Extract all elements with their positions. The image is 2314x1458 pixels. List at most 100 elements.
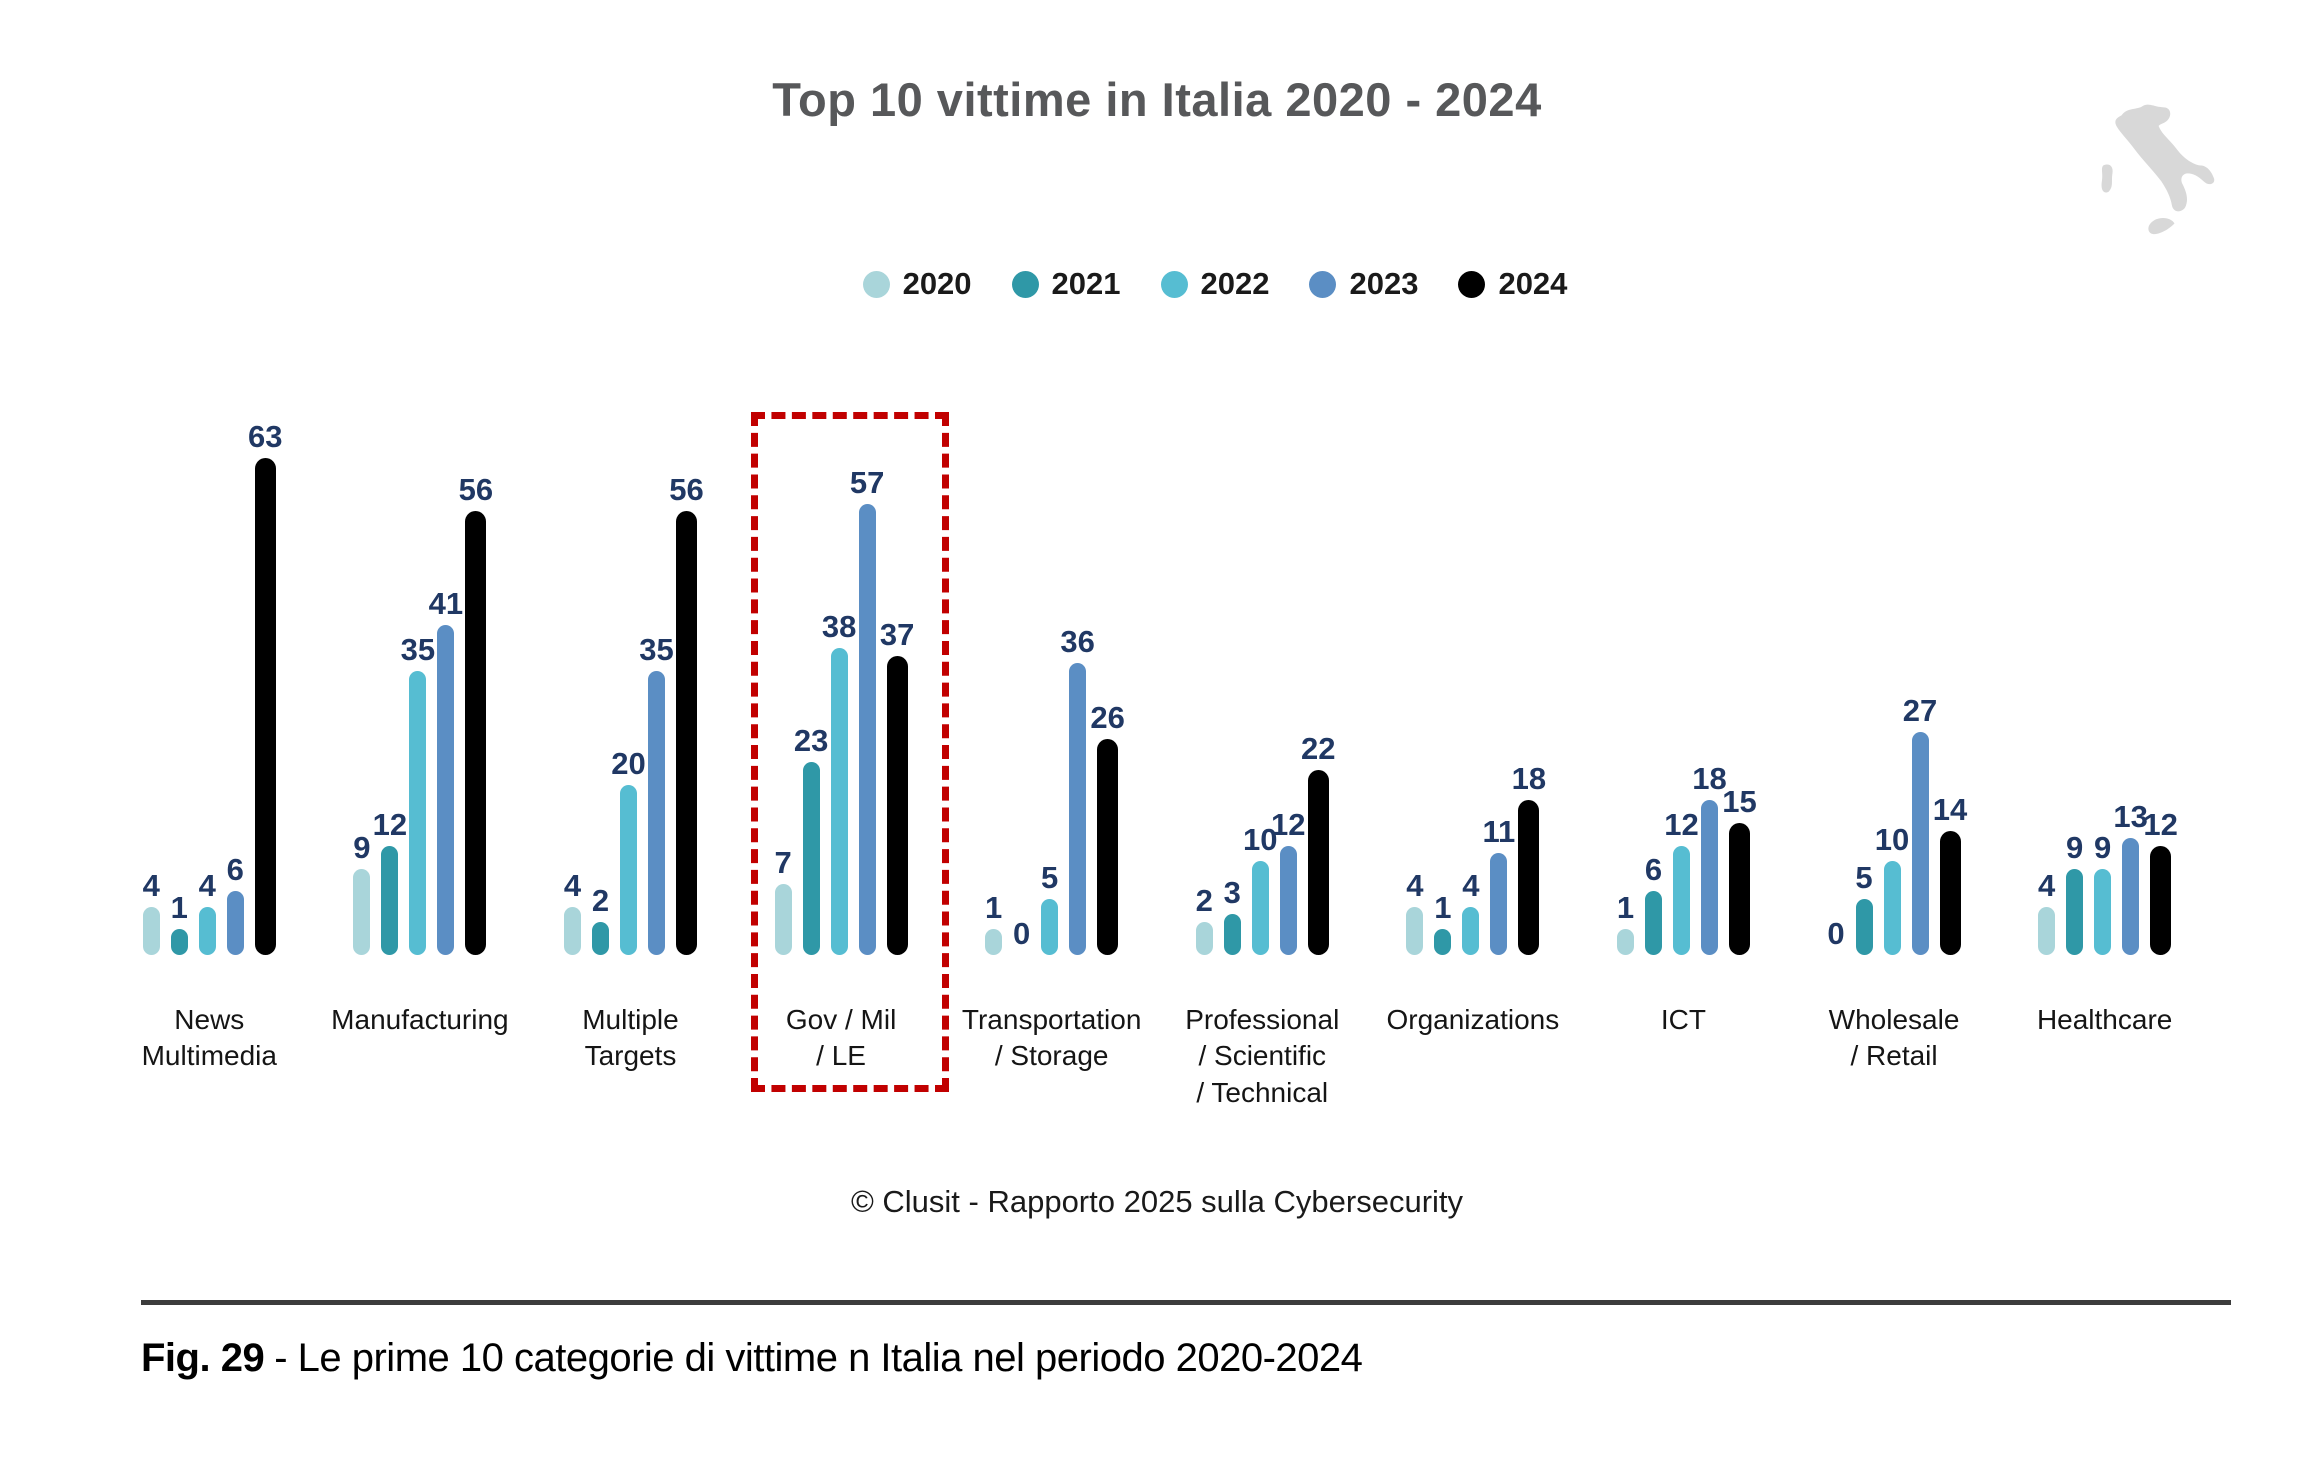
bar-slot: 9: [2066, 832, 2084, 955]
value-label: 12: [1271, 807, 1306, 842]
bar-slot: 1: [1434, 892, 1452, 955]
bar-2020: [1195, 922, 1213, 955]
bar-2022: [198, 907, 216, 955]
value-label: 35: [639, 632, 674, 667]
bar-2023: [647, 671, 665, 955]
value-label: 27: [1902, 693, 1938, 728]
bar-slot: 35: [639, 634, 674, 955]
legend-label: 2024: [1498, 266, 1568, 301]
value-label: 36: [1060, 624, 1095, 659]
bar-2021: [381, 846, 399, 955]
bar-group: 9 12 35 41 56: [315, 455, 526, 955]
bar-2021: [591, 922, 609, 955]
bar-group: 7 23 38 57 37: [736, 455, 947, 955]
value-label: 9: [2094, 830, 2112, 865]
bar-slot: 2: [591, 885, 609, 955]
bar-slot: 22: [1301, 733, 1336, 955]
category-label: Multiple Targets: [525, 1002, 736, 1111]
bar-slot: 4: [143, 870, 160, 955]
bar-group: 4 1 4 6 63: [104, 421, 315, 955]
value-label: 22: [1301, 731, 1336, 766]
value-label: 23: [793, 723, 829, 758]
value-label: 9: [353, 830, 371, 865]
bar-slot: 2: [1195, 885, 1213, 955]
bar-2024: [1728, 823, 1750, 955]
value-label: 15: [1722, 784, 1757, 819]
value-label: 18: [1511, 761, 1547, 796]
bar-2021: [170, 929, 188, 955]
bar-2023: [858, 504, 876, 955]
bar-slot: 63: [248, 421, 283, 955]
value-label: 5: [1855, 860, 1873, 895]
value-label: 4: [1406, 868, 1424, 903]
highlight-box-gov-mil-le: [751, 412, 949, 1092]
bar-2020: [985, 929, 1003, 955]
bar-slot: 27: [1903, 695, 1937, 955]
figure-caption-label: Fig. 29: [141, 1336, 265, 1380]
bar-slot: 18: [1692, 763, 1727, 955]
bar-slot: 11: [1482, 816, 1515, 955]
value-label: 11: [1482, 814, 1516, 849]
bar-slot: 12: [1664, 809, 1699, 955]
value-label: 3: [1223, 875, 1241, 910]
bar-2024: [675, 511, 697, 955]
value-label: 18: [1692, 761, 1727, 796]
legend-item-2022: 2022: [1160, 266, 1270, 302]
bar-group: 2 3 10 12 22: [1157, 455, 1368, 955]
category-label-line: ICT: [1660, 1004, 1706, 1035]
bar-2024: [1307, 770, 1329, 955]
value-label: 56: [669, 472, 704, 507]
value-label: 5: [1041, 860, 1059, 895]
legend-label: 2020: [902, 266, 972, 301]
bar-2021: [1434, 929, 1452, 955]
bar-2024: [1518, 800, 1540, 955]
bar-slot: 36: [1060, 626, 1095, 955]
value-label: 10: [1243, 822, 1278, 857]
legend-dot-icon: [862, 270, 890, 298]
bar-slot: 9: [2094, 832, 2112, 955]
bar-slot: 20: [611, 748, 646, 955]
category-label-line: / Technical: [1196, 1076, 1329, 1108]
value-label: 20: [611, 746, 646, 781]
bar-2021: [2066, 869, 2084, 955]
bar-slot: 12: [1271, 809, 1306, 955]
bar-slot: 4: [564, 870, 581, 955]
legend-dot-icon: [1011, 270, 1039, 298]
bar-2020: [1406, 907, 1424, 955]
bar-2022: [1883, 861, 1901, 955]
value-label: 26: [1090, 700, 1125, 735]
category-label-line: Professional: [1185, 1004, 1340, 1035]
bar-slot: 38: [822, 611, 856, 955]
value-label: 4: [142, 868, 160, 903]
category-label-line: News: [174, 1004, 245, 1035]
bar-2022: [830, 648, 848, 955]
category-label-line: / Scientific: [1198, 1040, 1327, 1072]
bar-group: 1 6 12 18 15: [1578, 455, 1789, 955]
value-label: 2: [591, 883, 610, 918]
legend: 2020 2021 2022 2023 2024: [58, 266, 2314, 302]
bar-slot: 10: [1243, 824, 1278, 955]
category-label-line: Healthcare: [2036, 1004, 2173, 1035]
bar-2024: [254, 458, 276, 955]
value-label: 38: [821, 609, 857, 644]
value-label: 12: [2143, 807, 2178, 842]
bar-slot: 12: [2143, 809, 2178, 955]
bar-2022: [2094, 869, 2112, 955]
bar-2024: [2150, 846, 2172, 955]
bar-2023: [1069, 663, 1087, 955]
bar-2024: [1939, 831, 1961, 955]
bar-slot: 6: [226, 854, 244, 955]
bar-2022: [1462, 907, 1480, 955]
category-label-line: Organizations: [1386, 1004, 1560, 1035]
legend-item-2024: 2024: [1458, 266, 1567, 302]
value-label: 63: [248, 419, 283, 454]
value-label: 2: [1195, 883, 1213, 918]
legend-label: 2022: [1200, 266, 1270, 301]
bar-2020: [2038, 907, 2056, 955]
value-label: 0: [1013, 916, 1031, 951]
bar-slot: 18: [1512, 763, 1546, 955]
bar-2022: [619, 785, 637, 955]
bar-slot: 35: [401, 634, 435, 955]
bar-slot: 7: [774, 847, 792, 955]
bar-2023: [226, 891, 244, 955]
